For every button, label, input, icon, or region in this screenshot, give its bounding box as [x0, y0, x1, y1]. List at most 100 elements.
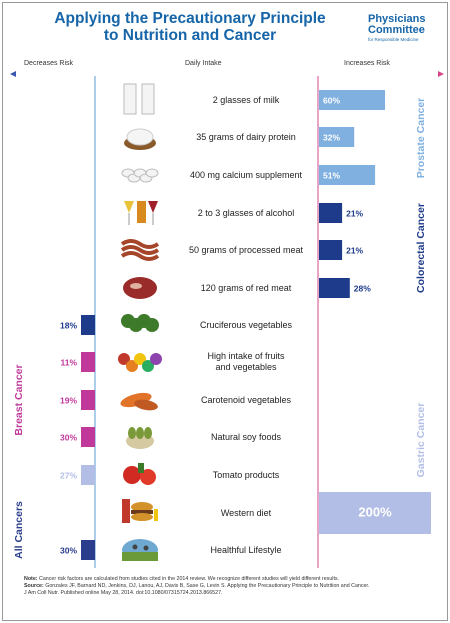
data-row: 200% — [122, 492, 431, 534]
row-label-line: Tomato products — [212, 469, 280, 480]
note-text: Cancer risk factors are calculated from … — [39, 576, 340, 582]
chart-title: Applying the Precautionary Principle to … — [40, 10, 340, 44]
row-label: Western diet — [178, 508, 314, 519]
footnote: Note: Cancer risk factors are calculated… — [24, 576, 444, 597]
cancer-group-label: All Cancers — [13, 501, 25, 559]
value-label: 19% — [60, 396, 77, 406]
cruciferous-vegetables-icon — [121, 314, 159, 332]
alcohol-glasses-icon — [124, 201, 158, 225]
processed-meat-icon — [120, 239, 160, 261]
row-label: Tomato products — [178, 470, 314, 481]
row-label: 120 grams of red meat — [178, 283, 314, 294]
decreases-risk-label: Decreases Risk — [24, 60, 74, 67]
source-text: Gonzales JF, Barnard ND, Jenkins, DJ, La… — [45, 583, 370, 589]
data-row: 18% — [60, 314, 159, 335]
cancer-group-label: Colorectal Cancer — [415, 203, 427, 293]
value-label: 32% — [323, 133, 340, 143]
data-row: 27% — [60, 463, 156, 485]
cancer-group-label: Breast Cancer — [13, 364, 25, 435]
row-label-line: 120 grams of red meat — [200, 282, 292, 293]
data-row: 30% — [60, 539, 158, 561]
data-row: 21% — [124, 201, 364, 225]
tomato-products-icon — [123, 463, 156, 485]
bar — [81, 352, 95, 372]
carotenoid-vegetables-icon — [120, 392, 158, 411]
row-label: Healthful Lifestyle — [178, 545, 314, 556]
value-label: 30% — [60, 433, 77, 443]
org-line-1: Physicians — [368, 13, 426, 25]
row-label-line: Western diet — [220, 507, 272, 518]
bar — [319, 278, 350, 298]
bar — [319, 127, 355, 147]
milk-glasses-icon — [123, 83, 155, 115]
source-text-2: J Am Coll Nutr. Published online May 28,… — [24, 590, 223, 596]
axis-right-arrow-icon — [438, 71, 444, 77]
value-label: 18% — [60, 321, 77, 331]
value-label: 28% — [354, 284, 371, 294]
title-line-1: Applying the Precautionary Principle — [54, 10, 326, 27]
bar — [81, 540, 95, 560]
value-label: 21% — [346, 209, 363, 219]
row-label: High intake of fruits and vegetables — [178, 351, 314, 373]
bar — [319, 240, 343, 260]
row-label-line: and vegetables — [215, 362, 277, 372]
row-label: 400 mg calcium supplement — [178, 170, 314, 181]
data-row: 19% — [60, 390, 158, 411]
increases-risk-label: Increases Risk — [344, 60, 390, 67]
value-label: 200% — [358, 505, 392, 520]
value-label: 51% — [323, 171, 340, 181]
row-label-line: Carotenoid vegetables — [200, 394, 292, 405]
row-label: Cruciferous vegetables — [178, 320, 314, 331]
dairy-protein-icon — [124, 128, 156, 150]
row-label-line: 50 grams of processed meat — [188, 244, 304, 255]
bar — [81, 390, 95, 410]
bar — [319, 90, 385, 110]
fruits-vegetables-icon — [118, 353, 162, 372]
bar — [81, 465, 95, 485]
data-row: 28% — [123, 277, 371, 299]
data-row: 30% — [60, 427, 154, 449]
row-label-line: 2 glasses of milk — [212, 94, 280, 105]
value-label: 60% — [323, 96, 340, 106]
bar — [81, 315, 95, 335]
row-label: 50 grams of processed meat — [178, 245, 314, 256]
cancer-group-label: Gastric Cancer — [415, 403, 427, 478]
bar — [319, 165, 376, 185]
data-row: 32% — [124, 127, 355, 150]
row-label: 35 grams of dairy protein — [178, 132, 314, 143]
row-label: Carotenoid vegetables — [178, 395, 314, 406]
axis-left-arrow-icon — [10, 71, 16, 77]
value-label: 30% — [60, 546, 77, 556]
row-label-line: Natural soy foods — [210, 431, 282, 442]
row-label-line: 400 mg calcium supplement — [189, 169, 303, 180]
row-label: Natural soy foods — [178, 432, 314, 443]
org-logo: Physicians Committee for Responsible Med… — [368, 13, 438, 43]
data-row: 51% — [121, 165, 376, 185]
row-label-line: Healthful Lifestyle — [210, 544, 282, 555]
org-line-2: Committee — [368, 24, 425, 36]
data-row: 11% — [60, 352, 162, 372]
value-label: 21% — [346, 246, 363, 256]
row-label-line: 35 grams of dairy protein — [196, 131, 296, 142]
healthful-lifestyle-icon — [122, 539, 158, 561]
cancer-group-label: Prostate Cancer — [415, 98, 427, 179]
bar — [319, 492, 431, 534]
note-label: Note: — [24, 576, 38, 582]
value-label: 11% — [60, 358, 77, 368]
row-label-line: High intake of fruits — [207, 351, 285, 361]
daily-intake-label: Daily Intake — [185, 60, 222, 67]
row-label: 2 glasses of milk — [178, 95, 314, 106]
western-diet-icon — [122, 499, 158, 523]
red-meat-icon — [123, 277, 157, 299]
source-label: Source: — [24, 583, 44, 589]
data-row: 21% — [120, 239, 364, 261]
bar — [81, 427, 95, 447]
org-tagline: for Responsible Medicine — [368, 37, 419, 42]
bar — [319, 203, 343, 223]
calcium-pills-icon — [121, 168, 159, 183]
soy-foods-icon — [126, 427, 154, 449]
title-line-2: to Nutrition and Cancer — [103, 27, 277, 44]
data-row: 60% — [123, 83, 385, 115]
